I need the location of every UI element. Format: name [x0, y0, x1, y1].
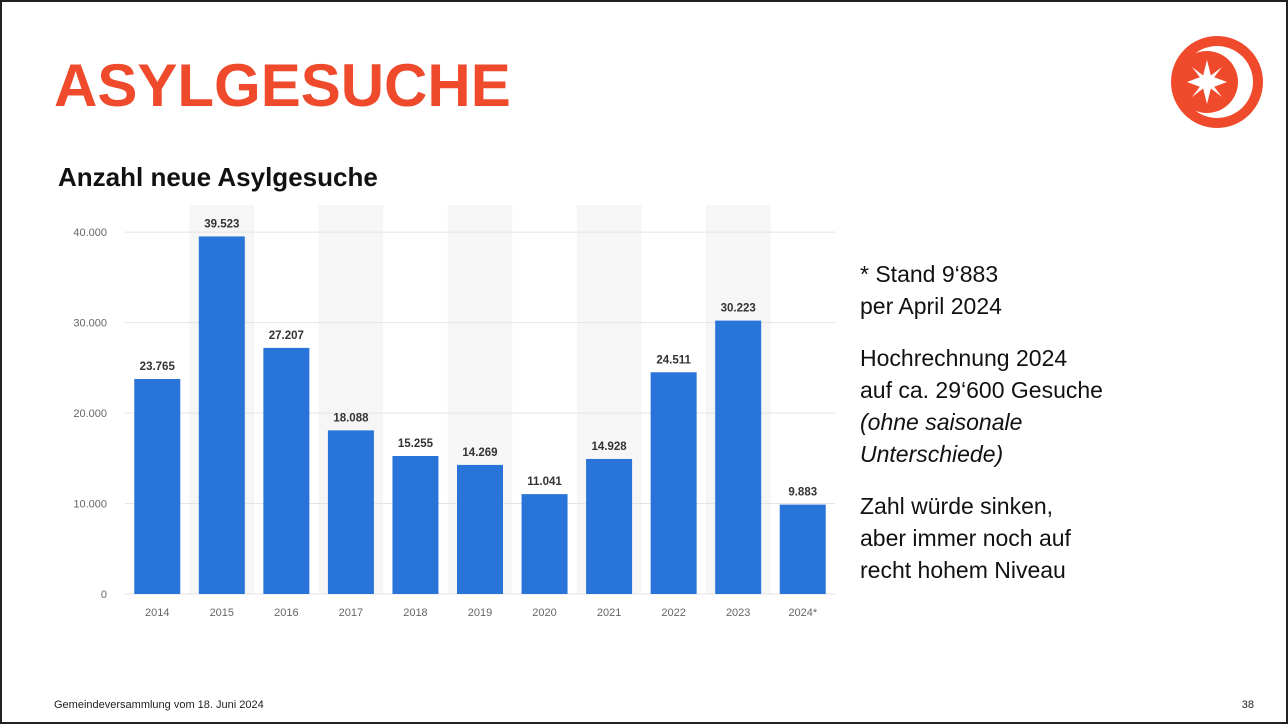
bar [457, 464, 503, 594]
value-label: 18.088 [333, 412, 369, 424]
chart: 0 10.000 20.000 30.000 40.000 2014 23.765 2015 3… [73, 218, 835, 619]
bar [134, 379, 181, 594]
slide-title: ASYLGESUCHE [54, 52, 511, 119]
bar [521, 494, 568, 594]
x-tick-label: 2016 [274, 607, 298, 619]
note-line: aber immer noch auf [860, 525, 1072, 551]
y-tick-label: 30.000 [73, 318, 107, 330]
bar [586, 458, 633, 594]
value-label: 9.883 [788, 487, 817, 499]
x-tick-label: 2014 [145, 607, 169, 619]
x-tick-label: 2022 [661, 607, 685, 619]
note-line: Unterschiede) [860, 441, 1003, 467]
note-line: Hochrechnung 2024 [860, 345, 1067, 371]
note-line: per April 2024 [860, 293, 1002, 319]
chart-title: Anzahl neue Asylgesuche [58, 162, 378, 192]
x-tick-label: 2020 [532, 607, 556, 619]
bar [650, 372, 697, 594]
value-label: 15.255 [398, 438, 434, 450]
x-tick-label: 2023 [726, 607, 750, 619]
x-tick-label: 2021 [597, 607, 621, 619]
value-label: 11.041 [527, 476, 562, 488]
y-tick-label: 20.000 [73, 408, 107, 420]
y-tick-label: 40.000 [73, 227, 107, 239]
footer: Gemeindeversammlung vom 18. Juni 2024 [54, 699, 264, 711]
bar [327, 430, 374, 594]
notes: * Stand 9‘883 per April 2024 Hochrechnun… [860, 261, 1103, 583]
bar [263, 347, 310, 594]
x-tick-label: 2017 [339, 607, 363, 619]
x-tick-label: 2019 [468, 607, 492, 619]
x-tick-label: 2015 [210, 607, 234, 619]
value-label: 14.269 [462, 447, 497, 459]
logo [1171, 36, 1263, 128]
note-line: auf ca. 29‘600 Gesuche [860, 377, 1103, 403]
note-line: * Stand 9‘883 [860, 261, 998, 287]
x-tick-label: 2018 [403, 607, 427, 619]
page-number: 38 [1242, 699, 1254, 711]
value-label: 30.223 [721, 303, 756, 315]
y-tick-label: 10.000 [73, 499, 107, 511]
value-label: 24.511 [656, 354, 691, 366]
x-tick-label: 2024* [788, 607, 817, 619]
value-label: 14.928 [591, 441, 627, 453]
value-label: 39.523 [204, 218, 239, 230]
note-line: (ohne saisonale [860, 409, 1022, 435]
bar [198, 236, 245, 595]
bar [715, 320, 762, 594]
bar [392, 455, 439, 594]
y-tick-label: 0 [101, 589, 107, 601]
value-label: 27.207 [269, 330, 304, 342]
note-line: recht hohem Niveau [860, 557, 1066, 583]
bar [779, 504, 826, 594]
value-label: 23.765 [140, 361, 176, 373]
note-line: Zahl würde sinken, [860, 493, 1053, 519]
